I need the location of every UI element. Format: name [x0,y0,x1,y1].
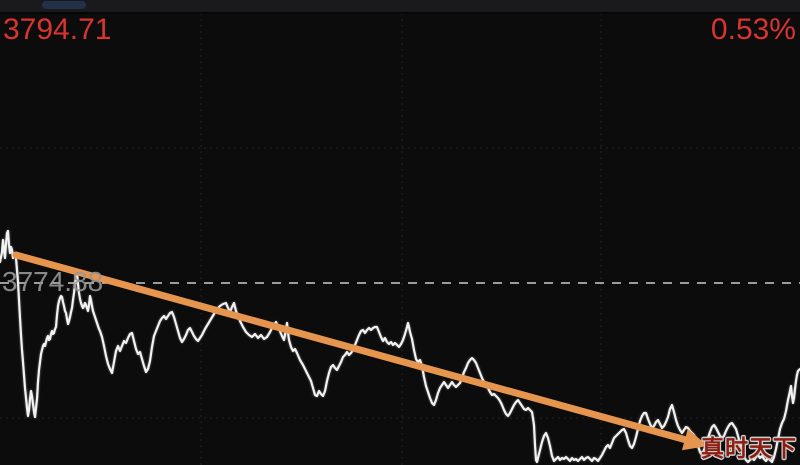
trend-arrow-head [681,429,708,451]
change-percent: 0.53% [710,13,796,46]
reference-price-label: 3774.88 [2,266,104,297]
trend-arrow-shaft [12,251,693,445]
price-line [0,229,800,464]
watermark-text: 真时天下 [701,435,797,461]
status-bar-pill [42,1,86,9]
index-price: 3794.71 [3,13,112,46]
status-bar [0,0,800,14]
